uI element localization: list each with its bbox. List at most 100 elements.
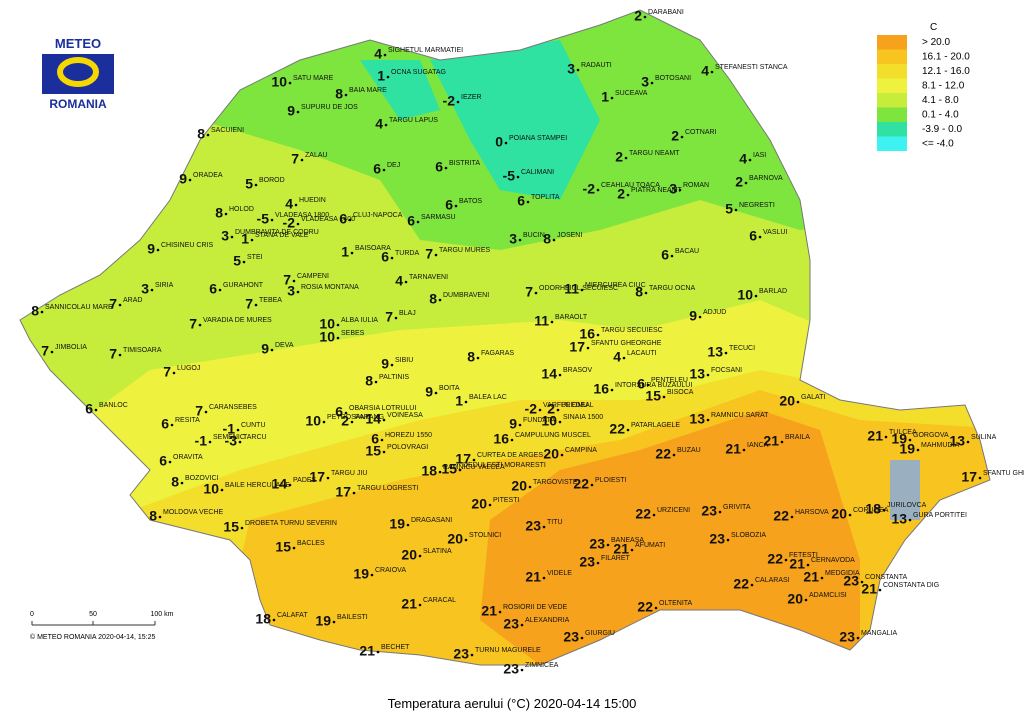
- scale-label: 0: [30, 611, 34, 618]
- station-name: MAHMUDIA: [921, 442, 959, 449]
- station-name: RESITA: [175, 417, 200, 424]
- station-value: -2: [583, 181, 596, 197]
- station-value: -2: [283, 215, 296, 231]
- station-name: BOTOSANI: [655, 75, 691, 82]
- station-name: ADJUD: [703, 309, 726, 316]
- station-value: 8: [215, 205, 223, 221]
- station-dot: [622, 356, 626, 360]
- station-value: 10: [319, 316, 335, 332]
- station-name: SULINA: [971, 434, 997, 441]
- station-dot: [724, 351, 728, 355]
- station-value: 16: [593, 381, 609, 397]
- station-value: 16: [493, 431, 509, 447]
- station-dot: [352, 491, 356, 495]
- station-value: 9: [179, 171, 187, 187]
- station-dot: [820, 576, 824, 580]
- station-dot: [296, 110, 300, 114]
- station-name: TARGU MURES: [439, 247, 491, 254]
- station-name: FILARET: [601, 555, 631, 562]
- station-value: 19: [891, 431, 907, 447]
- station-dot: [236, 428, 240, 432]
- station-dot: [806, 563, 810, 567]
- station-dot: [270, 218, 274, 222]
- station-name: GALATI: [801, 394, 825, 401]
- station-dot: [344, 93, 348, 97]
- station-dot: [476, 356, 480, 360]
- station-name: DEJ: [387, 162, 400, 169]
- legend-swatch: [877, 78, 907, 93]
- station-value: 21: [763, 433, 779, 449]
- station-dot: [350, 251, 354, 255]
- station-dot: [542, 576, 546, 580]
- station-value: 9: [287, 103, 295, 119]
- station-name: SARMASU: [421, 214, 456, 221]
- station-name: STEFANESTI STANCA: [715, 64, 788, 71]
- station-name: RADAUTI: [581, 62, 612, 69]
- station-value: 3: [509, 231, 517, 247]
- station-name: BACLES: [297, 540, 325, 547]
- station-name: ORADEA: [193, 172, 223, 179]
- station-name: CONSTANTA: [865, 574, 907, 581]
- station-value: 13: [707, 344, 723, 360]
- station-dot: [206, 133, 210, 137]
- station-name: IANCA: [747, 442, 769, 449]
- station-dot: [172, 371, 176, 375]
- station-value: 21: [613, 541, 629, 557]
- station-value: 4: [701, 63, 709, 79]
- station-name: CARANSEBES: [209, 404, 257, 411]
- station-dot: [386, 75, 390, 79]
- station-dot: [744, 181, 748, 185]
- station-name: ZALAU: [305, 152, 328, 159]
- station-dot: [296, 290, 300, 294]
- station-value: 20: [447, 531, 463, 547]
- station-value: 8: [197, 126, 205, 142]
- station-dot: [750, 583, 754, 587]
- station-name: JOSENI: [557, 232, 582, 239]
- station-dot: [370, 573, 374, 577]
- station-value: 3: [287, 283, 295, 299]
- station-name: BATOS: [459, 198, 482, 205]
- legend-swatch: [877, 35, 907, 50]
- legend-swatch: [877, 49, 907, 64]
- station-dot: [558, 373, 562, 377]
- station-name: ODORHEIUL SECUIESC: [539, 285, 618, 292]
- station-dot: [580, 288, 584, 292]
- station-dot: [118, 353, 122, 357]
- station-value: 4: [739, 151, 747, 167]
- station-dot: [643, 15, 647, 19]
- legend-label: 12.1 - 16.0: [922, 66, 970, 77]
- station-name: COTNARI: [685, 129, 717, 136]
- station-name: SFANTU GHEORGHE: [983, 470, 1024, 477]
- station-value: 21: [481, 603, 497, 619]
- station-dot: [472, 458, 476, 462]
- station-name: SINAIA 1500: [563, 414, 603, 421]
- station-dot: [784, 558, 788, 562]
- station-dot: [118, 303, 122, 307]
- station-name: SIRIA: [155, 282, 174, 289]
- station-value: 23: [709, 531, 725, 547]
- station-dot: [230, 235, 234, 239]
- logo-top: METEO: [55, 36, 101, 51]
- station-dot: [336, 323, 340, 327]
- station-name: FUNDATA: [523, 417, 555, 424]
- station-name: GURA PORTITEI: [913, 512, 967, 519]
- station-value: 22: [635, 506, 651, 522]
- station-name: BECHET: [381, 644, 410, 651]
- station-dot: [706, 418, 710, 422]
- station-dot: [242, 260, 246, 264]
- station-name: VLADEASA 1400: [301, 216, 355, 223]
- station-dot: [780, 440, 784, 444]
- station-name: CRAIOVA: [375, 567, 406, 574]
- legend-unit: C: [930, 22, 937, 33]
- station-dot: [250, 238, 254, 242]
- station-name: CERNAVODA: [811, 557, 855, 564]
- logo-bottom: ROMANIA: [49, 97, 107, 111]
- station-dot: [550, 320, 554, 324]
- station-name: BOITA: [439, 385, 460, 392]
- station-name: SUPURU DE JOS: [301, 104, 358, 111]
- station-value: 2: [615, 149, 623, 165]
- station-dot: [734, 208, 738, 212]
- station-dot: [168, 460, 172, 464]
- station-name: CAMPENI: [297, 273, 329, 280]
- station-name: BANEASA: [611, 537, 644, 544]
